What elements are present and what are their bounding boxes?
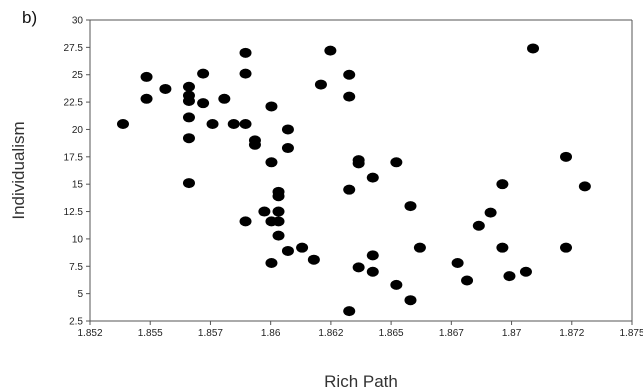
- data-point: [248, 139, 261, 150]
- data-point: [239, 47, 252, 58]
- y-axis-ticks: 2.5 5 7.5 10 12.5 15 17.5 20 22.5 25 27.5 30: [64, 16, 90, 328]
- data-point: [281, 143, 294, 154]
- data-point: [366, 266, 379, 277]
- y-tick-label: 17.5: [64, 152, 84, 163]
- panel-label: b): [22, 8, 38, 27]
- y-tick-label: 27.5: [64, 43, 84, 54]
- y-tick-label: 5: [77, 289, 83, 300]
- data-point: [159, 83, 172, 94]
- data-point: [451, 257, 464, 268]
- data-point: [503, 271, 516, 282]
- y-tick-label: 15: [72, 180, 84, 191]
- data-point: [272, 191, 285, 202]
- data-point: [239, 68, 252, 79]
- data-point: [272, 216, 285, 227]
- data-point: [227, 118, 240, 129]
- x-tick-label: 1.865: [379, 328, 404, 339]
- data-point: [484, 207, 497, 218]
- x-tick-label: 1.872: [559, 328, 584, 339]
- x-tick-label: 1.852: [77, 328, 102, 339]
- data-point: [307, 254, 320, 265]
- y-tick-label: 30: [72, 16, 84, 27]
- y-tick-label: 25: [72, 70, 84, 81]
- data-point: [265, 257, 278, 268]
- x-axis-title: Rich Path: [324, 372, 398, 391]
- data-point: [461, 275, 474, 286]
- data-point: [527, 43, 540, 54]
- data-point: [314, 79, 327, 90]
- data-point: [343, 69, 356, 80]
- data-point: [366, 172, 379, 183]
- data-point: [413, 242, 426, 253]
- x-tick-label: 1.862: [318, 328, 343, 339]
- data-point: [265, 157, 278, 168]
- data-point: [390, 279, 403, 290]
- data-point: [343, 306, 356, 317]
- y-tick-label: 2.5: [69, 317, 83, 328]
- data-point: [281, 124, 294, 135]
- data-point: [496, 179, 509, 190]
- data-point: [343, 184, 356, 195]
- x-tick-label: 1.857: [198, 328, 223, 339]
- data-point: [140, 71, 153, 82]
- x-tick-label: 1.87: [502, 328, 522, 339]
- data-point: [182, 95, 195, 106]
- data-point: [197, 98, 210, 109]
- x-axis-ticks: 1.852 1.855 1.857 1.86 1.862 1.865 1.867 1.87 1.…: [77, 321, 643, 339]
- data-point: [239, 118, 252, 129]
- data-point: [496, 242, 509, 253]
- data-point: [352, 158, 365, 169]
- data-point: [182, 112, 195, 123]
- data-point: [258, 206, 271, 217]
- data-point: [206, 118, 219, 129]
- data-point: [116, 118, 129, 129]
- data-point: [560, 242, 573, 253]
- x-tick-label: 1.867: [439, 328, 464, 339]
- data-point: [343, 91, 356, 102]
- y-tick-label: 20: [72, 125, 84, 136]
- data-point: [352, 262, 365, 273]
- y-tick-label: 7.5: [69, 262, 83, 273]
- y-tick-label: 10: [72, 234, 84, 245]
- data-point: [390, 157, 403, 168]
- y-tick-label: 22.5: [64, 98, 84, 109]
- data-point: [182, 81, 195, 92]
- data-point: [578, 181, 591, 192]
- data-point: [366, 250, 379, 261]
- data-points: [116, 43, 591, 317]
- data-point: [197, 68, 210, 79]
- x-tick-label: 1.86: [261, 328, 281, 339]
- data-point: [239, 216, 252, 227]
- y-tick-label: 12.5: [64, 207, 84, 218]
- data-point: [272, 230, 285, 241]
- x-tick-label: 1.875: [619, 328, 643, 339]
- data-point: [324, 45, 337, 56]
- data-point: [404, 295, 417, 306]
- data-point: [218, 93, 231, 104]
- data-point: [472, 220, 485, 231]
- y-axis-title: Individualism: [9, 121, 28, 219]
- data-point: [404, 201, 417, 212]
- data-point: [182, 133, 195, 144]
- data-point: [281, 245, 294, 256]
- data-point: [265, 101, 278, 112]
- x-tick-label: 1.855: [138, 328, 163, 339]
- data-point: [519, 266, 532, 277]
- data-point: [560, 151, 573, 162]
- data-point: [182, 178, 195, 189]
- data-point: [272, 206, 285, 217]
- data-point: [296, 242, 309, 253]
- data-point: [140, 93, 153, 104]
